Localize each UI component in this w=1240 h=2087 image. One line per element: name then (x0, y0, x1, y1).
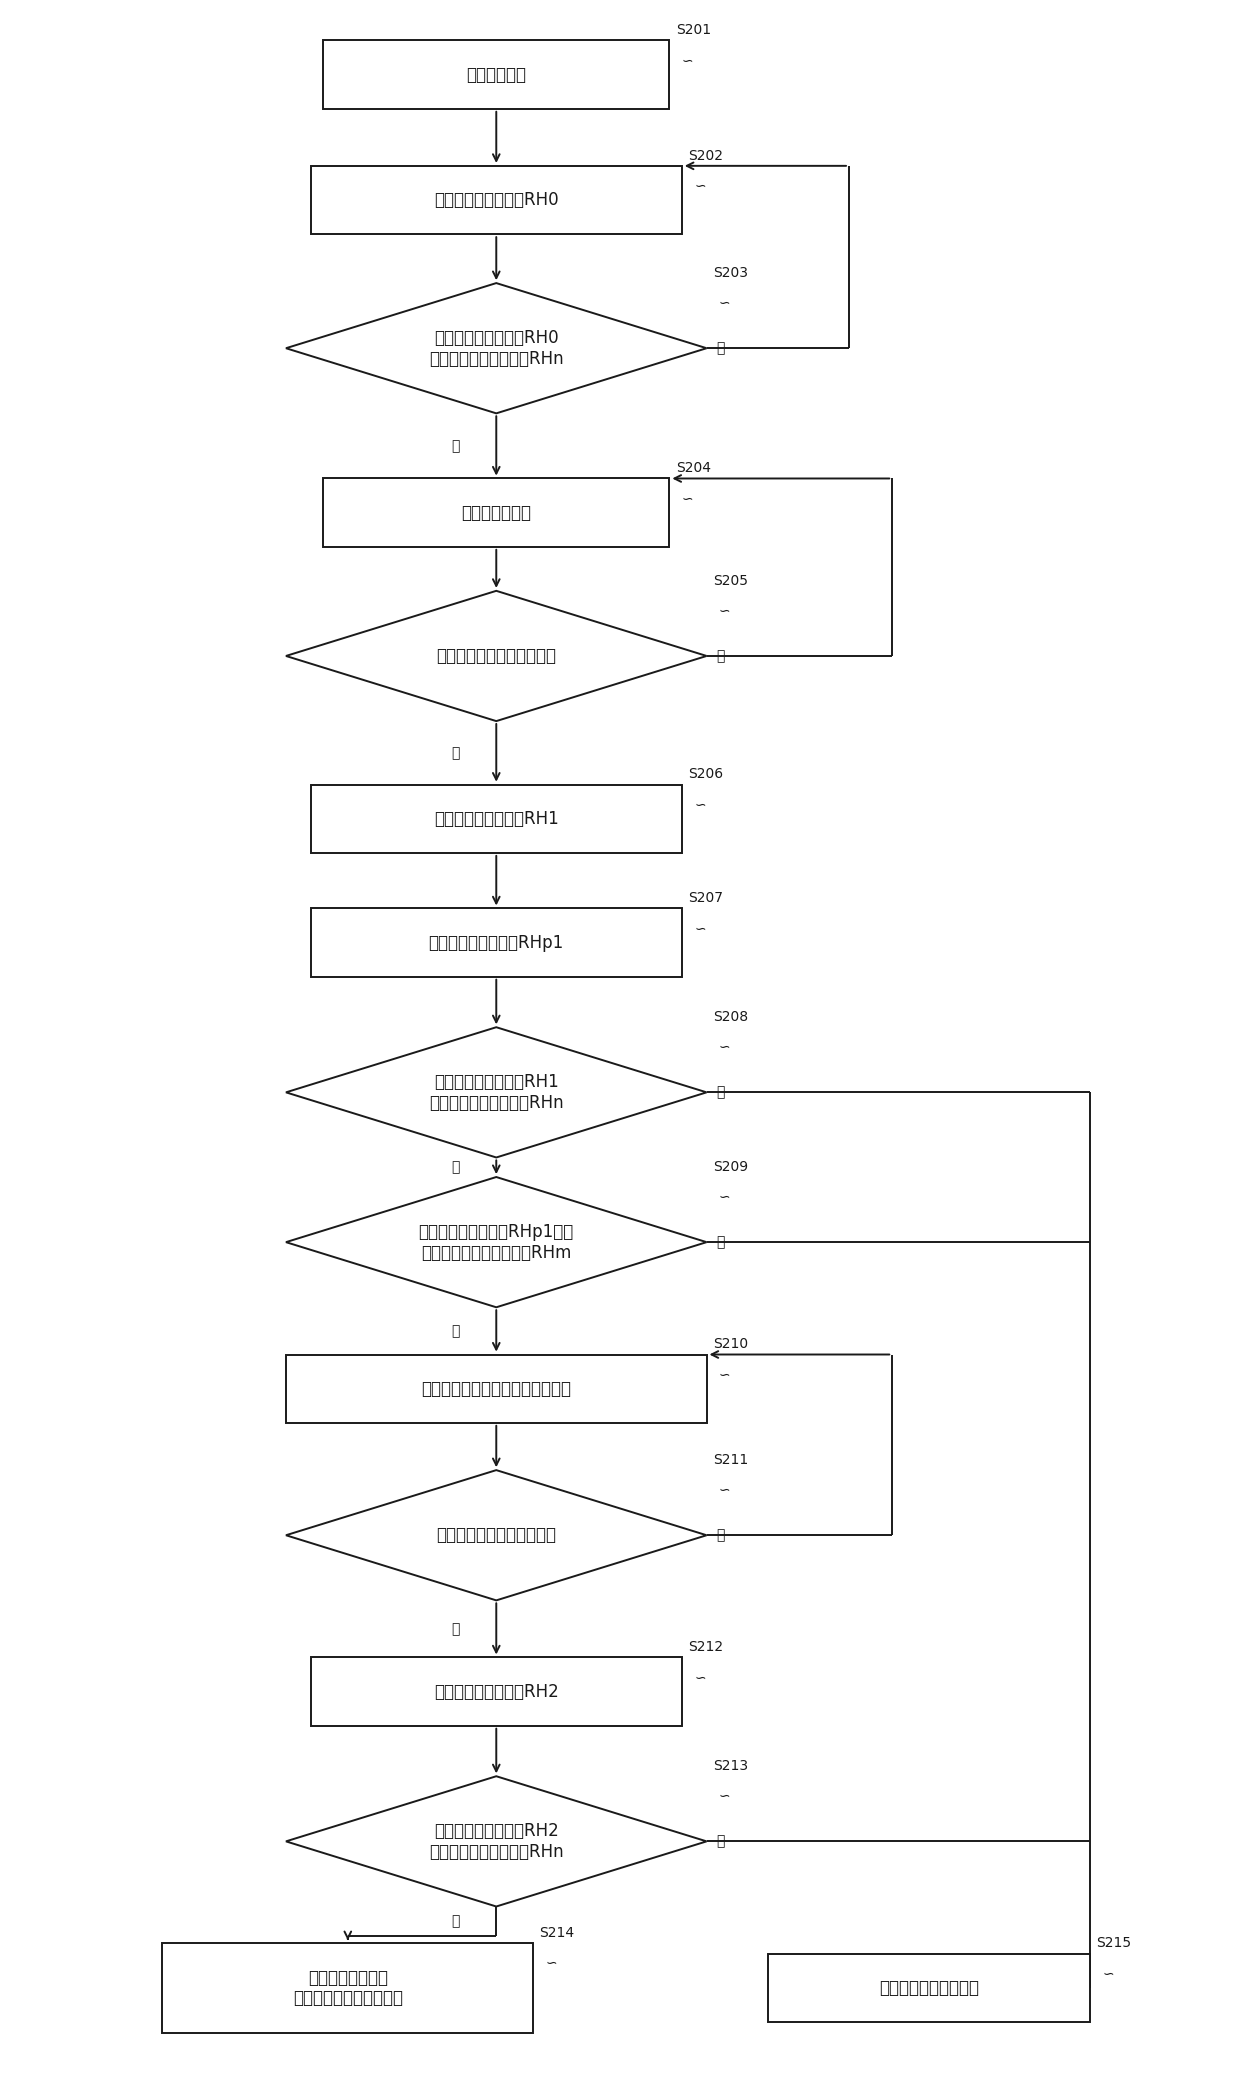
Text: 判断第一室外湿度值RHp1是否
小于预设的室外湿度阈值RHm: 判断第一室外湿度值RHp1是否 小于预设的室外湿度阈值RHm (419, 1223, 574, 1261)
Bar (324, 478, 670, 547)
Text: S215: S215 (1096, 1937, 1131, 1951)
Text: 是: 是 (451, 438, 459, 453)
Text: S210: S210 (713, 1338, 748, 1350)
Text: S201: S201 (676, 23, 711, 38)
Text: ∽: ∽ (719, 1190, 730, 1204)
Text: ∽: ∽ (719, 1367, 730, 1382)
Text: ∽: ∽ (682, 493, 693, 505)
Text: 是: 是 (451, 1323, 459, 1338)
Text: S203: S203 (713, 265, 748, 280)
Text: S208: S208 (713, 1010, 748, 1025)
Text: 获取第一室外湿度值RHp1: 获取第一室外湿度值RHp1 (429, 933, 564, 952)
Text: S213: S213 (713, 1759, 748, 1774)
Bar (311, 1657, 682, 1726)
Bar (311, 165, 682, 234)
Text: ∽: ∽ (719, 1789, 730, 1803)
Text: 否: 否 (717, 649, 725, 664)
Text: 是: 是 (451, 745, 459, 760)
Text: ∽: ∽ (1102, 1966, 1115, 1981)
Text: S202: S202 (688, 148, 723, 163)
Text: 是: 是 (451, 1160, 459, 1175)
Text: 否: 否 (717, 340, 725, 355)
Text: S206: S206 (688, 768, 723, 781)
Text: 判断是否达到第一设定时长: 判断是否达到第一设定时长 (436, 647, 557, 666)
Text: 维持当前运行状态不变: 维持当前运行状态不变 (879, 1978, 980, 1997)
Text: 压缩机二级降频，
新风模式调整至高风风档: 压缩机二级降频， 新风模式调整至高风风档 (293, 1968, 403, 2008)
Polygon shape (286, 1027, 707, 1158)
Text: 获取第二室内湿度值RH2: 获取第二室内湿度值RH2 (434, 1682, 559, 1701)
Text: 判断初始室内湿度值RH0
是否大于凝露湿度阈值RHn: 判断初始室内湿度值RH0 是否大于凝露湿度阈值RHn (429, 330, 564, 367)
Polygon shape (286, 284, 707, 413)
Text: 否: 否 (717, 1528, 725, 1542)
Text: S211: S211 (713, 1453, 748, 1467)
Text: 是: 是 (451, 1914, 459, 1928)
Text: S204: S204 (676, 461, 711, 476)
Polygon shape (286, 1469, 707, 1601)
Text: ∽: ∽ (719, 603, 730, 618)
Text: ∽: ∽ (719, 296, 730, 311)
Text: ∽: ∽ (719, 1484, 730, 1496)
Text: 判断第二室内湿度值RH2
是否大于凝露湿度阈值RHn: 判断第二室内湿度值RH2 是否大于凝露湿度阈值RHn (429, 1822, 564, 1862)
Polygon shape (286, 1177, 707, 1306)
Text: 否: 否 (717, 1834, 725, 1849)
Polygon shape (286, 1776, 707, 1908)
Text: ∽: ∽ (719, 1039, 730, 1054)
Polygon shape (286, 591, 707, 722)
Bar (769, 1953, 1090, 2022)
Text: 空调制冷运行: 空调制冷运行 (466, 65, 526, 83)
Text: 压缩机一级降频: 压缩机一级降频 (461, 503, 531, 522)
Text: S214: S214 (539, 1926, 574, 1941)
Bar (286, 1354, 707, 1423)
Text: 否: 否 (717, 1085, 725, 1100)
Text: S207: S207 (688, 891, 723, 906)
Bar (311, 908, 682, 977)
Text: S212: S212 (688, 1640, 723, 1655)
Text: 否: 否 (717, 1236, 725, 1250)
Bar (162, 1943, 533, 2033)
Text: ∽: ∽ (694, 920, 706, 935)
Text: ∽: ∽ (694, 797, 706, 812)
Text: ∽: ∽ (546, 1956, 558, 1970)
Text: 是: 是 (451, 1622, 459, 1636)
Text: 判断第一室内湿度值RH1
是否大于凝露湿度阈值RHn: 判断第一室内湿度值RH1 是否大于凝露湿度阈值RHn (429, 1073, 564, 1112)
Bar (311, 785, 682, 854)
Text: ∽: ∽ (682, 54, 693, 67)
Text: 判断是否达到第二设定时长: 判断是否达到第二设定时长 (436, 1526, 557, 1544)
Bar (324, 40, 670, 109)
Text: ∽: ∽ (694, 179, 706, 192)
Text: S205: S205 (713, 574, 748, 589)
Text: 获取第一室内湿度值RH1: 获取第一室内湿度值RH1 (434, 810, 559, 829)
Text: ∽: ∽ (694, 1670, 706, 1684)
Text: 获取初始室内湿度值RH0: 获取初始室内湿度值RH0 (434, 192, 558, 209)
Text: S209: S209 (713, 1160, 748, 1173)
Text: 控制空调以中风风档运行新风模式: 控制空调以中风风档运行新风模式 (422, 1380, 572, 1398)
